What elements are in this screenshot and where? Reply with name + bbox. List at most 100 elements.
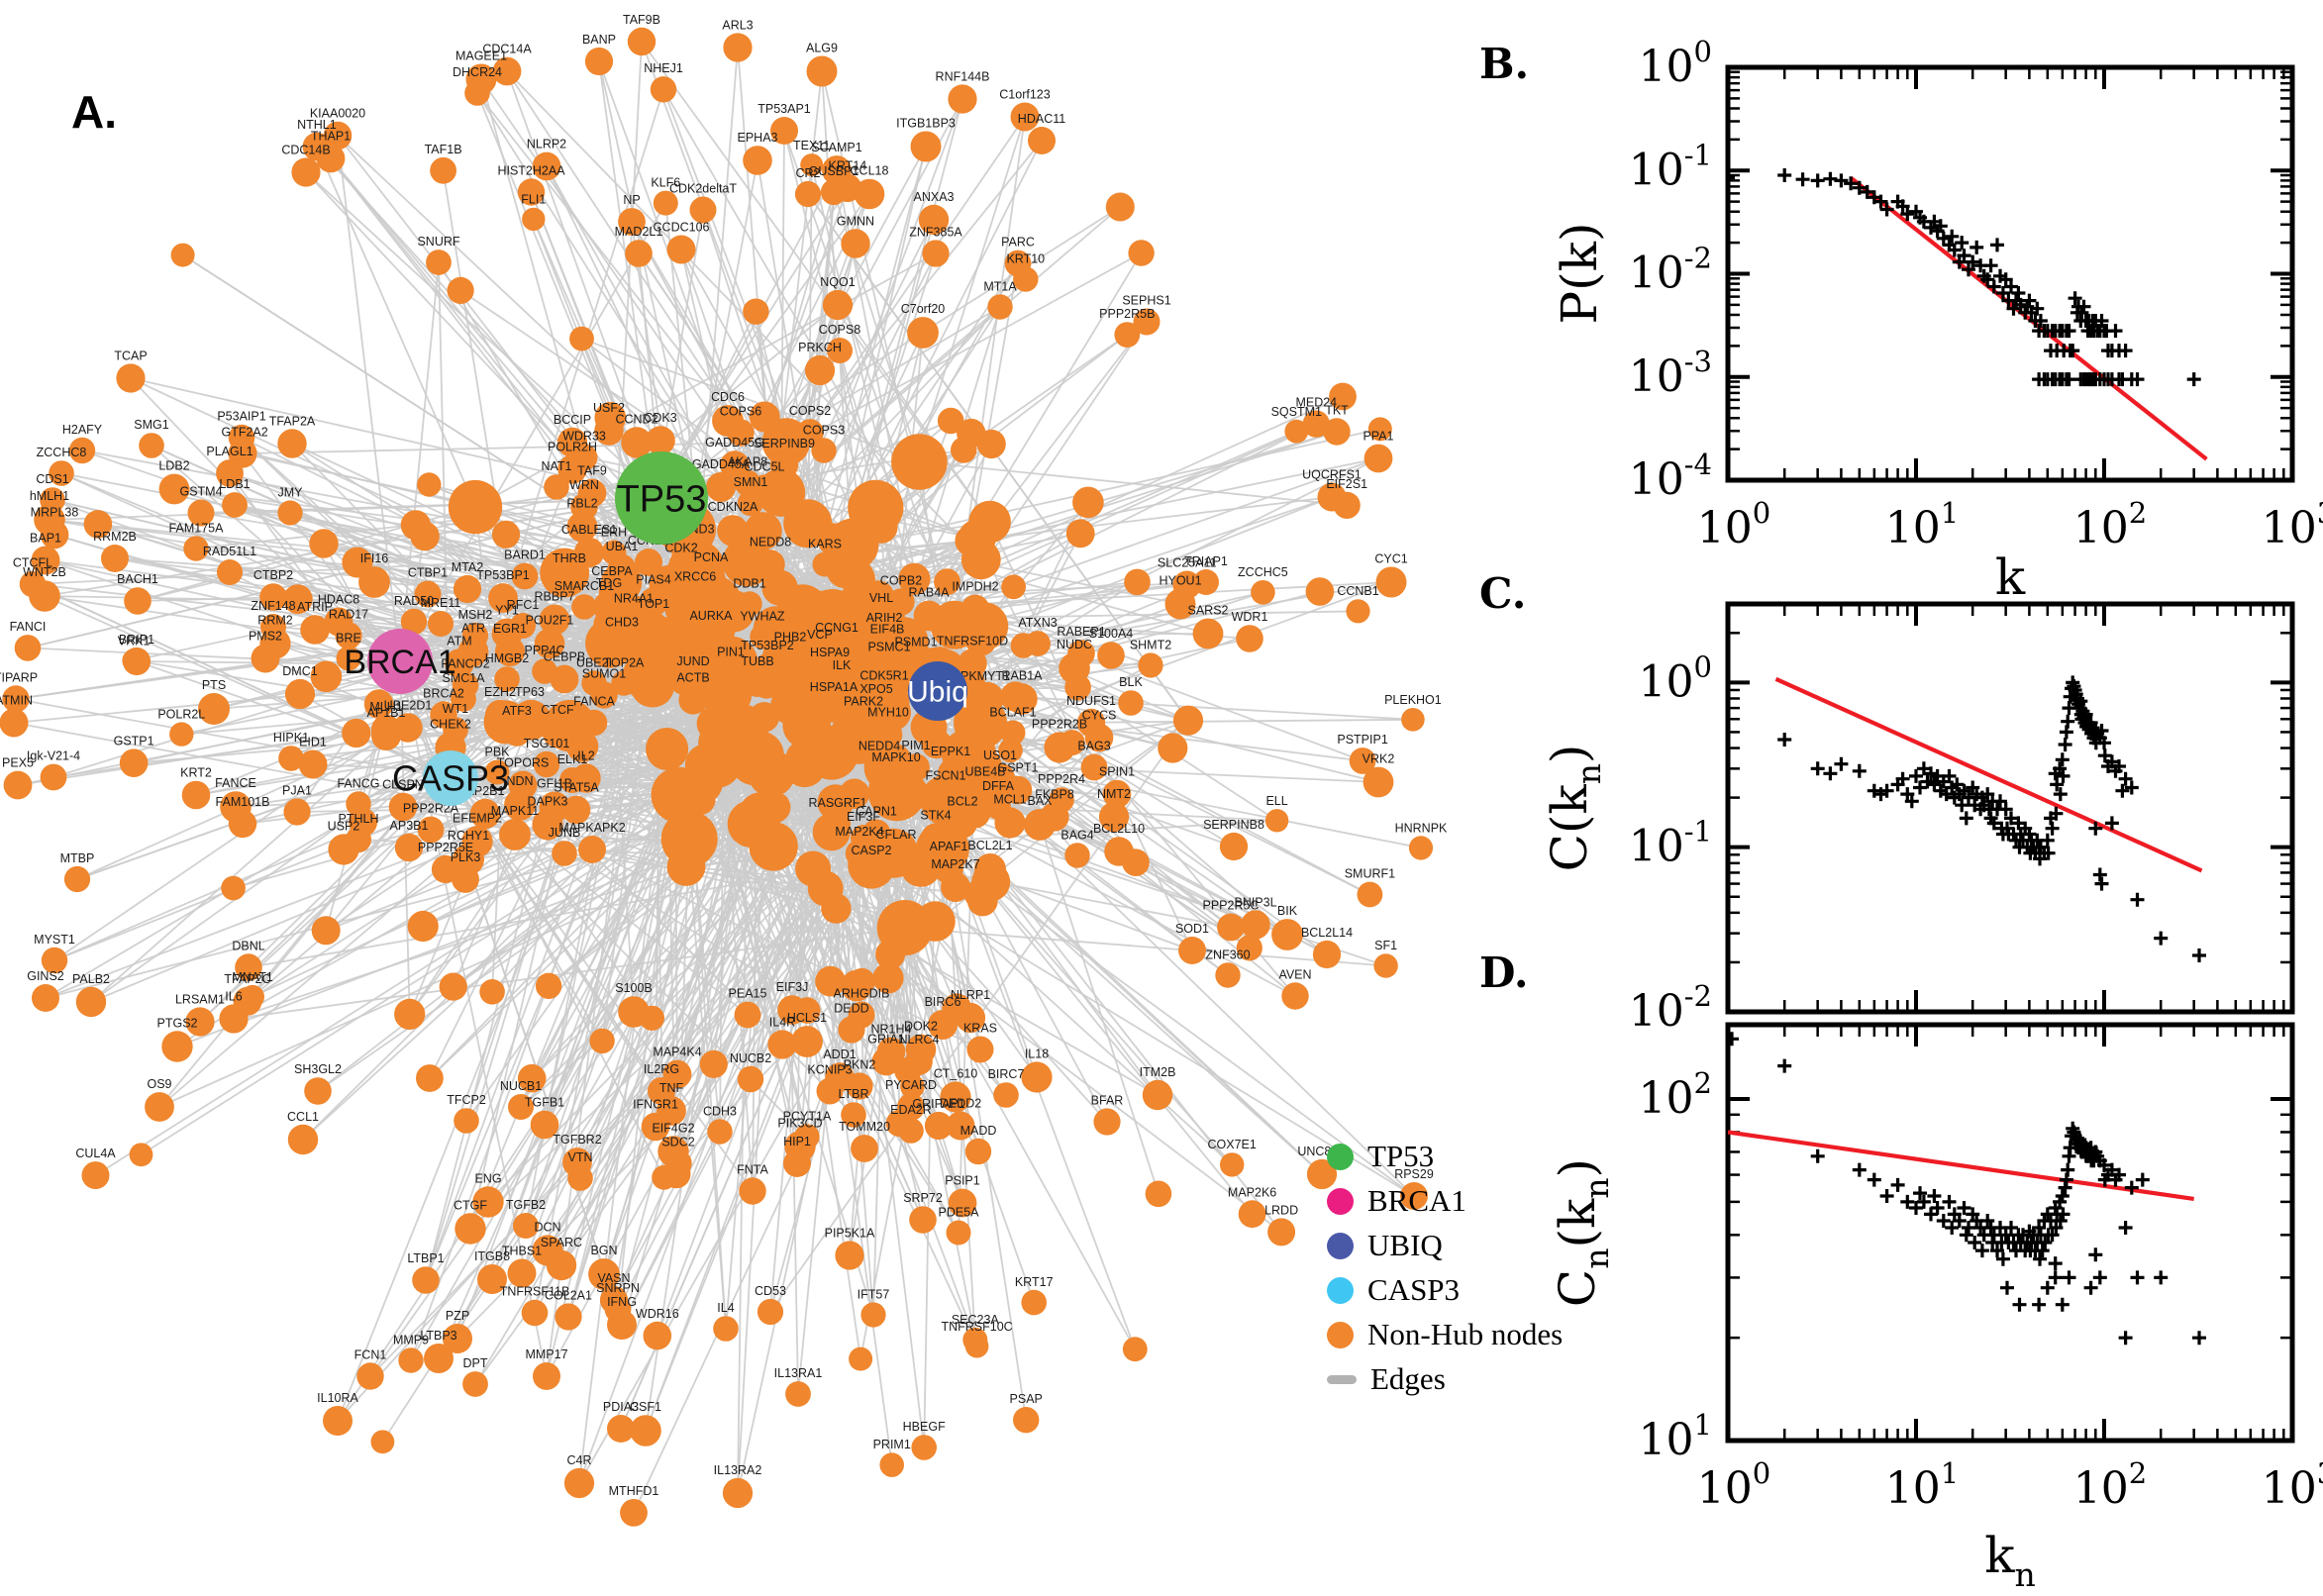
node-label: hMLH1	[30, 489, 69, 503]
node-label: JMY	[278, 485, 304, 499]
data-point	[1990, 238, 2004, 252]
network-node	[756, 549, 785, 579]
network-node	[1346, 599, 1370, 624]
node-label: RAB1A	[1002, 668, 1044, 682]
network-node	[1084, 723, 1114, 752]
node-label: TGFBR2	[553, 1133, 601, 1147]
node-label: BCL2L10	[1093, 822, 1145, 836]
network-node	[424, 1344, 454, 1373]
network-node	[584, 47, 614, 76]
network-edge	[450, 777, 687, 868]
node-label: THRB	[553, 551, 586, 565]
data-point	[2022, 293, 2037, 308]
network-node	[646, 728, 689, 770]
node-label: TAF9	[577, 464, 607, 478]
data-point	[1986, 1228, 2001, 1243]
data-point	[1913, 1186, 1927, 1201]
network-node	[533, 750, 560, 778]
node-label: RAD51L1	[203, 545, 256, 558]
node-label: SMURF1	[1345, 867, 1395, 881]
node-label: KRAS	[963, 1022, 997, 1036]
node-label: ADD1	[823, 1047, 856, 1061]
node-label: TSG101	[524, 737, 570, 750]
node-label: CTBP2	[253, 568, 293, 582]
data-point	[1970, 240, 1984, 254]
node-label: EDA2R	[890, 1103, 932, 1117]
node-label: AVEN	[1278, 967, 1311, 981]
data-point	[1942, 1194, 1957, 1209]
data-point	[1913, 780, 1927, 795]
network-edge	[49, 497, 662, 521]
network-node	[1010, 102, 1040, 132]
network-node	[857, 858, 886, 888]
data-point	[2056, 1207, 2070, 1222]
network-node	[767, 1030, 797, 1059]
data-point	[1777, 168, 1792, 182]
data-point	[1962, 262, 1975, 277]
network-node	[744, 512, 782, 550]
node-label: STK4	[920, 808, 951, 822]
data-point	[2061, 714, 2075, 729]
network-node	[699, 1049, 728, 1078]
network-node	[874, 654, 904, 684]
data-point	[1810, 173, 1825, 188]
node-label: UBE2D1	[384, 698, 433, 712]
edge-dash-icon	[1327, 1374, 1357, 1384]
network-node	[948, 84, 977, 114]
node-label: DBNL	[232, 939, 264, 952]
network-node	[283, 798, 311, 826]
data-points	[1777, 675, 2206, 962]
network-node	[129, 1143, 153, 1167]
node-label: HBEGF	[903, 1420, 946, 1434]
node-label: PSAP	[1010, 1392, 1043, 1406]
data-point	[1867, 1172, 1881, 1187]
node-label: SEC23A	[952, 1313, 1000, 1327]
node-label: WDR1	[1232, 610, 1268, 624]
data-point	[1834, 173, 1849, 188]
data-point	[2004, 279, 2018, 294]
network-node	[850, 709, 877, 737]
network-node	[816, 1077, 844, 1105]
network-node	[607, 1415, 635, 1443]
network-node	[565, 730, 599, 762]
hub-node-brca1	[367, 629, 433, 694]
data-point	[1957, 249, 1971, 263]
node-label: SRP72	[903, 1191, 943, 1205]
network-node	[363, 689, 394, 719]
network-node	[569, 326, 594, 351]
network-node	[781, 594, 834, 648]
node-label: PRIM1	[873, 1438, 911, 1451]
node-label: GADD45G	[705, 436, 764, 449]
data-point	[1990, 1244, 2004, 1258]
network-node	[499, 819, 531, 850]
node-label: PPP2R5B	[1099, 307, 1155, 321]
node-label: XRCC6	[674, 570, 716, 584]
data-point	[1936, 1214, 1951, 1228]
data-point	[1980, 272, 1995, 287]
node-label: WNT2B	[23, 565, 66, 579]
data-point	[1998, 1228, 2013, 1243]
node-label: NLRP1	[951, 988, 990, 1002]
network-node	[1010, 633, 1037, 658]
network-nodes	[0, 27, 1434, 1527]
data-point	[1995, 286, 2010, 300]
node-label: RCHY1	[448, 829, 489, 843]
network-node	[1401, 708, 1425, 732]
data-point	[1823, 171, 1838, 186]
node-label: EPHA3	[738, 131, 778, 145]
node-label: EPPK1	[931, 745, 970, 758]
node-label: EIF3F	[847, 810, 880, 824]
data-point	[2055, 752, 2070, 767]
node-label: CDC6	[711, 390, 745, 404]
node-label: PEA15	[729, 987, 767, 1001]
node-label: IL2RG	[644, 1062, 679, 1076]
tick-label: 101	[1639, 1408, 1712, 1465]
hub-label-ubiq: Ubiq	[907, 676, 968, 709]
node-label: HYOU1	[1159, 574, 1201, 588]
node-label: CDH3	[703, 1104, 737, 1118]
network-node	[508, 1094, 534, 1120]
node-label: CFLAR	[876, 828, 917, 842]
network-node	[75, 986, 107, 1018]
node-label: THBS1	[502, 1245, 542, 1258]
